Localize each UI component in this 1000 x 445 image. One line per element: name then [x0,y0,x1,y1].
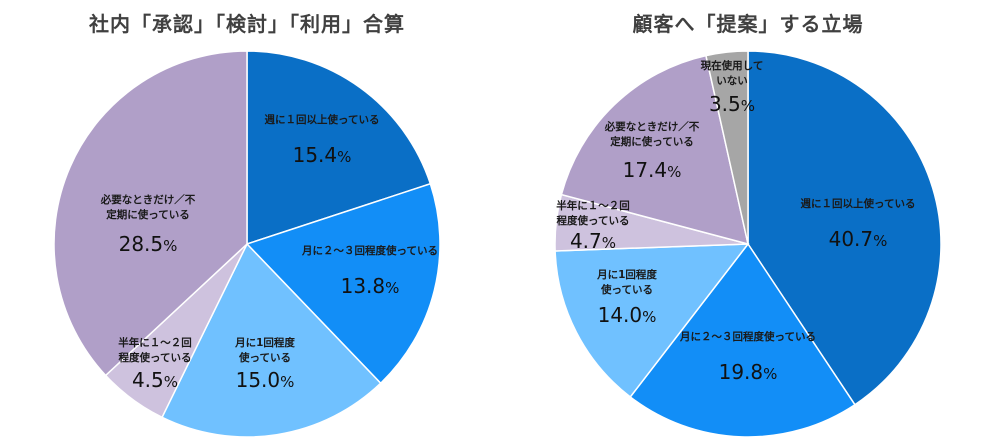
slice-label: 週に１回以上使っている [264,114,380,126]
slice-value: 3.5% [708,92,756,116]
chart-title-left: 社内「承認」「検討」「利用」合算 [89,12,405,36]
pie-slice-1-1 [629,242,856,438]
slice-value: 40.7% [828,227,888,251]
pie-slice-1-2 [554,243,750,399]
slice-label: 月に1回程度 使っている [597,269,657,296]
slice-value: 14.0% [597,303,657,327]
slice-label: 必要なときだけ／不 定期に使っている [604,121,700,148]
slice-value: 15.0% [235,368,295,392]
slice-value: 13.8% [340,274,400,298]
pie-slice-0-2 [161,242,382,438]
pie-slice-0-4 [53,50,248,377]
slice-label: 月に２～３回程度使っている [680,331,816,343]
slice-label: 週に１回以上使っている [800,198,916,210]
slice-value: 4.7% [569,229,617,253]
slice-value: 28.5% [118,232,178,256]
slice-value: 4.5% [131,368,179,392]
pie-slice-0-0 [246,50,432,246]
slice-label: 半年に１～２回 程度使っている [556,200,630,227]
pie-slice-0-1 [245,182,441,385]
slice-label: 月に1回程度 使っている [235,337,295,364]
slice-value: 19.8% [718,360,778,384]
pie-slice-1-5 [705,50,749,245]
slice-label: 必要なときだけ／不 定期に使っている [100,194,196,221]
slice-label: 半年に１～２回 程度使っている [118,337,192,364]
slice-value: 17.4% [622,158,682,182]
slice-value: 15.4% [292,143,352,167]
slice-label: 現在使用して いない [700,60,764,87]
chart-title-right: 顧客へ「提案」する立場 [632,12,864,36]
slice-label: 月に２～３回程度使っている [302,245,438,257]
pie-slice-1-4 [560,54,750,246]
